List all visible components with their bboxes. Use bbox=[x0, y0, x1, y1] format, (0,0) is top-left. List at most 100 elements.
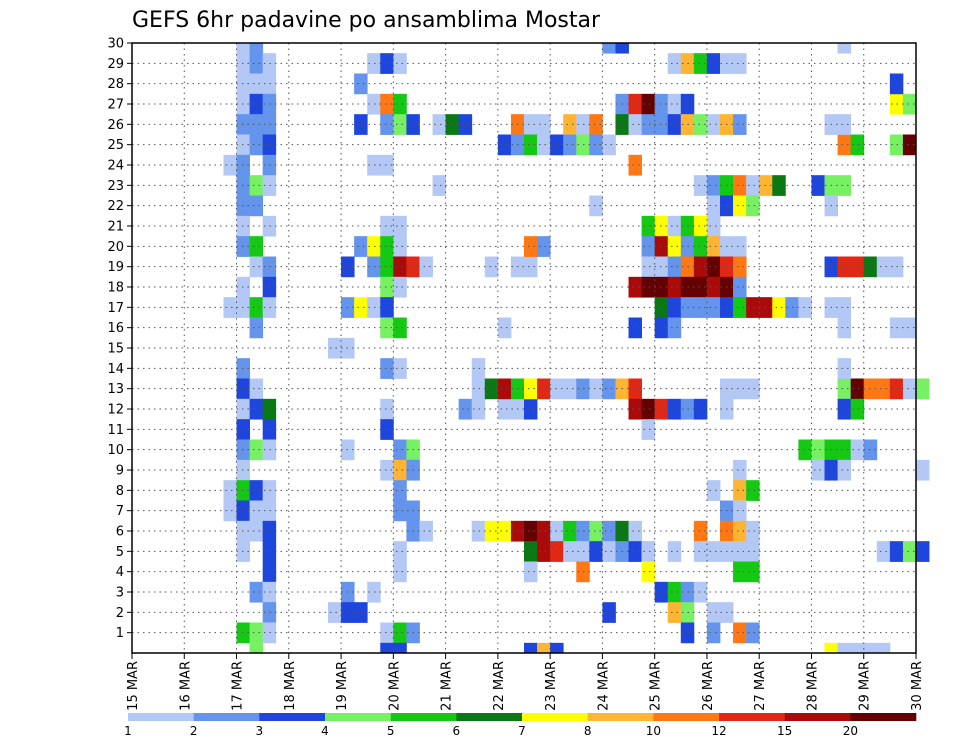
heatmap-cell bbox=[902, 134, 917, 156]
colorbar-label: 10 bbox=[646, 724, 661, 738]
colorbar-swatch bbox=[653, 713, 720, 721]
heatmap-cell bbox=[667, 276, 682, 298]
colorbar-swatch bbox=[259, 713, 326, 721]
heatmap-cell bbox=[811, 175, 825, 196]
heatmap-cell bbox=[393, 561, 407, 583]
x-tick-label: 24 MAR bbox=[596, 661, 611, 711]
heatmap-cell bbox=[380, 459, 394, 481]
heatmap-cell bbox=[419, 256, 433, 278]
heatmap-cell bbox=[628, 398, 642, 420]
heatmap-cell bbox=[902, 378, 917, 400]
heatmap-cell bbox=[916, 459, 930, 481]
heatmap-cell bbox=[393, 53, 407, 74]
heatmap-cell bbox=[419, 520, 433, 542]
x-tick-label: 27 MAR bbox=[753, 661, 768, 711]
heatmap-cell bbox=[589, 134, 603, 156]
heatmap-cell bbox=[432, 114, 446, 135]
heatmap-cell bbox=[902, 93, 917, 115]
heatmap-cell bbox=[706, 114, 721, 135]
colorbar-swatch bbox=[587, 713, 654, 721]
heatmap-cell bbox=[667, 53, 682, 74]
heatmap-cell bbox=[328, 602, 342, 623]
heatmap-cell bbox=[537, 134, 551, 156]
heatmap-cell bbox=[380, 317, 394, 339]
y-tick-label: 10 bbox=[107, 443, 124, 458]
heatmap-cell bbox=[876, 642, 891, 654]
heatmap-cell bbox=[458, 398, 473, 420]
heatmap-cell bbox=[837, 256, 852, 278]
heatmap-cell bbox=[837, 459, 852, 481]
y-tick-label: 13 bbox=[107, 382, 124, 397]
heatmap-cell bbox=[393, 236, 407, 257]
heatmap-cell bbox=[628, 93, 642, 115]
heatmap-cell bbox=[484, 520, 499, 542]
y-tick-label: 22 bbox=[107, 199, 124, 214]
heatmap-cell bbox=[380, 215, 394, 237]
heatmap-cell bbox=[524, 256, 538, 278]
x-axis: 15 MAR 16 MAR 17 MAR 18 MAR 19 MAR 20 MAR 21 M… bbox=[126, 653, 925, 711]
heatmap-cell bbox=[471, 378, 486, 400]
heatmap-cell bbox=[693, 256, 708, 278]
heatmap-cell bbox=[706, 215, 721, 237]
heatmap-cell bbox=[262, 154, 277, 176]
grid-lines bbox=[132, 42, 916, 653]
x-tick-label: 28 MAR bbox=[805, 661, 820, 711]
heatmap-cell bbox=[589, 378, 603, 400]
y-tick-label: 3 bbox=[116, 586, 124, 601]
colorbar-label: 8 bbox=[584, 724, 592, 738]
x-tick-label: 30 MAR bbox=[910, 661, 925, 711]
heatmap-cell bbox=[667, 541, 682, 562]
heatmap-cell bbox=[706, 602, 721, 623]
heatmap-cell bbox=[262, 53, 277, 74]
heatmap-cell bbox=[876, 541, 891, 562]
heatmap-cell bbox=[667, 114, 682, 135]
colorbar-swatch bbox=[128, 713, 194, 721]
heatmap-cell bbox=[380, 398, 394, 420]
heatmap-cell bbox=[837, 134, 852, 156]
x-tick-label: 15 MAR bbox=[126, 661, 141, 711]
x-tick-label: 17 MAR bbox=[231, 661, 246, 711]
heatmap-cell bbox=[837, 297, 852, 318]
heatmap-cell bbox=[524, 398, 538, 420]
heatmap-cell bbox=[262, 480, 277, 501]
heatmap-cell bbox=[458, 114, 473, 135]
heatmap-cell bbox=[876, 256, 891, 278]
colorbar-swatch bbox=[456, 713, 523, 721]
y-tick-label: 14 bbox=[107, 362, 124, 377]
heatmap-cell bbox=[563, 134, 577, 156]
heatmap-cell bbox=[733, 256, 747, 278]
heatmap-cell bbox=[354, 236, 368, 257]
heatmap-cell bbox=[837, 114, 852, 135]
heatmap-cell bbox=[537, 520, 551, 542]
heatmap-cell bbox=[367, 256, 381, 278]
colorbar-label: 12 bbox=[711, 724, 726, 738]
heatmap-cell bbox=[249, 114, 264, 135]
heatmap-cell bbox=[497, 378, 512, 400]
heatmap-cell bbox=[693, 581, 708, 603]
heatmap-cell bbox=[524, 561, 538, 583]
heatmap-cell bbox=[262, 520, 277, 542]
heatmap-cell bbox=[628, 378, 642, 400]
x-tick-label: 19 MAR bbox=[335, 661, 350, 711]
heatmap-cell bbox=[223, 500, 237, 522]
heatmap-cell bbox=[262, 114, 277, 135]
heatmap-cell bbox=[733, 480, 747, 501]
colorbar-label: 15 bbox=[777, 724, 792, 738]
colorbar-swatch bbox=[193, 713, 260, 721]
y-tick-label: 19 bbox=[107, 260, 124, 275]
heatmap-cell bbox=[863, 642, 878, 654]
heatmap-cell bbox=[667, 602, 682, 623]
chart-title: GEFS 6hr padavine po ansamblima Mostar bbox=[132, 8, 601, 33]
heatmap-cell bbox=[641, 398, 656, 420]
y-tick-label: 23 bbox=[107, 179, 124, 194]
colorbar-label: 3 bbox=[256, 724, 264, 738]
x-tick-label: 16 MAR bbox=[178, 661, 193, 711]
heatmap-cell bbox=[824, 642, 838, 654]
heatmap-cell bbox=[367, 93, 381, 115]
heatmap-cell bbox=[262, 73, 277, 95]
heatmap-cell bbox=[537, 378, 551, 400]
heatmap-cell bbox=[589, 541, 603, 562]
heatmap-cell bbox=[249, 134, 264, 156]
heatmap-cell bbox=[602, 541, 616, 562]
